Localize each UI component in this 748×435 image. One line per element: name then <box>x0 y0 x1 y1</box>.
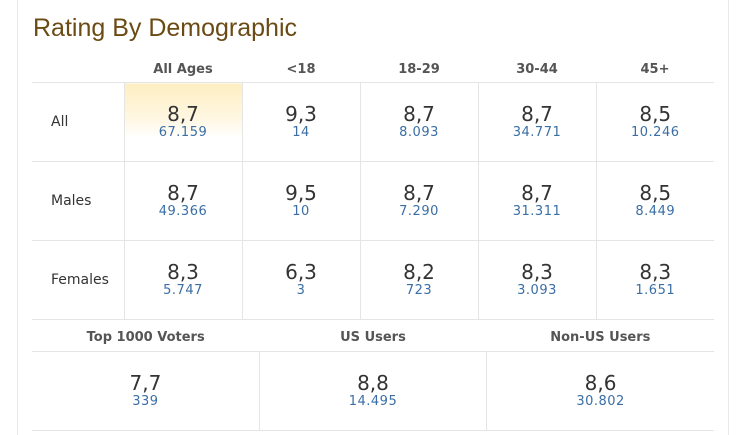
col-header-all-ages: All Ages <box>124 56 242 83</box>
table-row-voter-groups: 7,7 339 8,8 14.495 8,6 30.802 <box>32 351 714 431</box>
vote-count-link[interactable]: 30.802 <box>576 394 625 409</box>
rating-cell[interactable]: 8,2 723 <box>359 240 478 320</box>
voter-group-header-row: Top 1000 Voters US Users Non-US Users <box>32 323 714 352</box>
rating-value: 8,7 <box>403 102 435 126</box>
rating-value: 9,5 <box>285 181 317 205</box>
vote-count-link[interactable]: 723 <box>405 283 433 298</box>
vote-count-link[interactable]: 67.159 <box>158 125 208 140</box>
table-row-males: Males 8,7 49.366 9,5 10 8,7 7.290 8,7 31… <box>32 161 714 241</box>
rating-cell[interactable]: 8,3 1.651 <box>595 240 714 320</box>
rating-cell[interactable]: 6,3 3 <box>241 240 360 320</box>
rating-value: 8,7 <box>521 102 553 126</box>
col-header-45-plus: 45+ <box>596 56 714 83</box>
vote-count-link[interactable]: 3.093 <box>517 283 557 298</box>
rating-cell[interactable]: 9,3 14 <box>241 82 360 162</box>
vote-count-link[interactable]: 5.747 <box>163 283 203 298</box>
rating-value: 8,8 <box>357 371 389 395</box>
vote-count-link[interactable]: 7.290 <box>399 204 439 219</box>
rating-cell[interactable]: 8,3 5.747 <box>123 240 242 320</box>
rating-cell[interactable]: 8,7 34.771 <box>477 82 596 162</box>
rating-cell[interactable]: 9,5 10 <box>241 161 360 241</box>
column-header-row: All Ages <18 18-29 30-44 45+ <box>32 56 714 83</box>
vote-count-link[interactable]: 31.311 <box>512 204 562 219</box>
rating-demographic-panel: Rating By Demographic All Ages <18 18-29… <box>17 0 729 435</box>
row-label: All <box>32 82 124 162</box>
rating-value: 8,3 <box>521 260 553 284</box>
col-header-30-44: 30-44 <box>478 56 596 83</box>
vote-count-link[interactable]: 8.093 <box>399 125 439 140</box>
rating-value: 8,5 <box>639 102 672 126</box>
rating-value: 8,2 <box>403 260 435 284</box>
col-header-non-us-users: Non-US Users <box>486 323 714 352</box>
vote-count-link[interactable]: 49.366 <box>158 204 208 219</box>
rating-value: 6,3 <box>285 260 317 284</box>
rating-cell[interactable]: 8,8 14.495 <box>258 351 487 431</box>
voter-group-table: Top 1000 Voters US Users Non-US Users 7,… <box>32 323 714 431</box>
col-header-top-1000-voters: Top 1000 Voters <box>32 323 260 352</box>
vote-count-link[interactable]: 339 <box>132 394 159 409</box>
rating-cell[interactable]: 8,7 7.290 <box>359 161 478 241</box>
vote-count-link[interactable]: 10.246 <box>631 125 680 140</box>
section-title: Rating By Demographic <box>33 14 298 42</box>
demographic-table: All Ages <18 18-29 30-44 45+ All 8,7 67.… <box>32 56 714 320</box>
rating-value: 8,3 <box>167 260 199 284</box>
vote-count-link[interactable]: 1.651 <box>635 283 676 298</box>
col-header-us-users: US Users <box>259 323 487 352</box>
rating-value: 8,7 <box>167 181 199 205</box>
rating-cell[interactable]: 8,7 49.366 <box>123 161 242 241</box>
corner-header <box>32 56 124 83</box>
vote-count-link[interactable]: 14.495 <box>348 394 398 409</box>
rating-value: 8,3 <box>639 260 672 284</box>
rating-cell[interactable]: 8,7 8.093 <box>359 82 478 162</box>
rating-value: 8,6 <box>584 371 617 395</box>
rating-cell[interactable]: 8,3 3.093 <box>477 240 596 320</box>
vote-count-link[interactable]: 34.771 <box>512 125 562 140</box>
row-label: Males <box>32 161 124 241</box>
col-header-18-29: 18-29 <box>360 56 478 83</box>
row-label: Females <box>32 240 124 320</box>
rating-value: 8,7 <box>167 102 199 126</box>
rating-value: 8,7 <box>403 181 435 205</box>
rating-value: 8,7 <box>521 181 553 205</box>
rating-value: 7,7 <box>129 371 162 395</box>
rating-value: 9,3 <box>285 102 317 126</box>
vote-count-link[interactable]: 10 <box>292 204 310 219</box>
vote-count-link[interactable]: 8.449 <box>635 204 676 219</box>
table-row-all: All 8,7 67.159 9,3 14 8,7 8.093 8,7 34.7… <box>32 82 714 162</box>
rating-cell[interactable]: 8,7 31.311 <box>477 161 596 241</box>
rating-cell[interactable]: 8,6 30.802 <box>486 351 714 431</box>
vote-count-link[interactable]: 3 <box>296 283 306 298</box>
vote-count-link[interactable]: 14 <box>292 125 310 140</box>
rating-cell[interactable]: 8,5 10.246 <box>595 82 714 162</box>
rating-cell[interactable]: 8,7 67.159 <box>123 82 242 162</box>
rating-value: 8,5 <box>639 181 672 205</box>
rating-cell[interactable]: 7,7 339 <box>32 351 260 431</box>
table-row-females: Females 8,3 5.747 6,3 3 8,2 723 8,3 3.09… <box>32 240 714 320</box>
rating-cell[interactable]: 8,5 8.449 <box>595 161 714 241</box>
col-header-under-18: <18 <box>242 56 360 83</box>
